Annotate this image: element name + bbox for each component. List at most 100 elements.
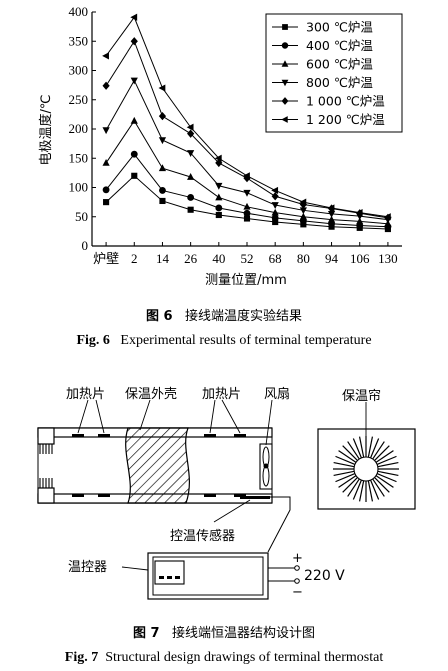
data-point [130,37,138,46]
data-point [187,150,195,157]
legend-label: 1 200 ℃炉温 [306,112,385,127]
curtain-slat [370,438,380,459]
data-point [271,208,279,216]
legend-label: 300 ℃炉温 [306,20,373,35]
data-point [158,84,166,92]
sensor-wire [267,496,291,553]
fig7-caption-cn-text: 接线端恒温器结构设计图 [171,626,315,641]
curtain-slat [352,479,362,500]
data-point [281,79,289,87]
curtain-slat [347,441,360,460]
line-chart: 0 50 100 150 200 250 300 350 400 炉壁 2 14 26 40 52 68 80 9… [38,4,403,288]
y-tick-label: 300 [69,63,89,78]
heater-label-right: 加热片 [202,387,241,402]
data-point [158,137,167,145]
thermostat-diagram: 加热片 保温外壳 加热片 风扇 保温帘 控温传感器 温控器 + − 220 V [37,386,416,600]
chart-ticks: 0 50 100 150 200 250 300 350 400 炉壁 2 14 26 40 52 68 80 9… [69,4,398,266]
curtain-slat [347,478,360,497]
data-point [243,209,251,217]
legend-label: 600 ℃炉温 [306,57,373,72]
y-tick-label: 0 [82,238,89,253]
y-tick-label: 50 [75,209,88,224]
data-point [159,187,166,194]
curtain-slat [367,436,374,458]
x-tick-label: 40 [212,251,225,266]
minus-label: − [292,585,303,600]
data-point [327,204,335,212]
curtain-slat [358,436,365,458]
data-point [243,189,251,197]
data-point [102,186,110,194]
x-tick-label: 130 [378,251,398,266]
x-tick-label: 80 [297,251,310,266]
curtain-slat [375,450,394,463]
fig7-caption-cn: 图 7 接线端恒温器结构设计图 [0,622,448,641]
curtain-slat [374,445,390,461]
curtain-slat [333,461,355,468]
heater-strips [72,434,246,497]
curtain-slat [342,477,358,493]
legend-label: 800 ℃炉温 [306,75,373,90]
curtain-slat [370,479,380,500]
data-point [272,218,279,226]
y-tick-label: 200 [69,121,89,136]
x-tick-label: 68 [269,251,282,266]
data-point [187,129,195,138]
data-point [281,116,288,123]
curtain-slat [377,461,399,468]
data-point [158,111,167,121]
fig7-caption-cn-label: 图 7 [133,626,160,641]
curtain-slat [367,480,374,502]
fig7-caption-en-text: Structural design drawings of terminal t… [105,650,384,665]
curtain-slat [338,450,357,463]
data-point [103,199,110,206]
data-point [282,24,288,30]
data-point [130,116,138,124]
y-tick-label: 350 [69,33,89,48]
insulation-shell-section [125,427,190,504]
data-point [102,81,110,90]
curtain-slat [333,470,355,477]
curtain-slat [335,455,356,465]
fig7-caption-en-label: Fig. 7 [64,650,99,665]
curtain-slat [338,475,357,488]
fig6-caption-en-text: Experimental results of terminal tempera… [120,333,372,348]
data-point [243,202,251,210]
curtain-slat [377,470,399,477]
x-axis-label: 测量位置/mm [205,273,287,288]
data-point [214,154,222,162]
controller-label: 温控器 [68,560,107,575]
series-line [102,116,392,227]
data-point [187,173,195,180]
curtain-slat [335,473,356,483]
curtain-label: 保温帘 [342,388,381,404]
data-point [271,214,279,222]
y-axis-label: 电极温度/℃ [38,95,54,166]
voltage-label: 220 V [304,568,345,584]
data-point [215,211,222,219]
data-point [131,172,138,179]
data-point [102,158,110,166]
data-point [383,213,391,221]
data-point [281,42,289,49]
sensor-label: 控温传感器 [170,528,235,544]
x-tick-label: 炉壁 [93,251,119,266]
legend-label: 1 000 ℃炉温 [306,94,385,109]
data-point [215,204,223,212]
curtain-slat [374,477,390,493]
data-point [243,215,251,222]
insulation-curtain [317,428,416,510]
series-line [102,13,391,221]
data-point [299,212,307,220]
data-point [299,200,307,209]
x-tick-label: 26 [184,251,198,266]
power-terminals [268,565,300,584]
data-point [271,192,279,201]
data-point [281,60,289,67]
data-point [327,210,336,218]
data-point [356,217,364,225]
data-point [300,221,307,228]
shell-label: 保温外壳 [125,387,177,402]
data-point [159,197,166,205]
curtain-slat [372,478,385,497]
